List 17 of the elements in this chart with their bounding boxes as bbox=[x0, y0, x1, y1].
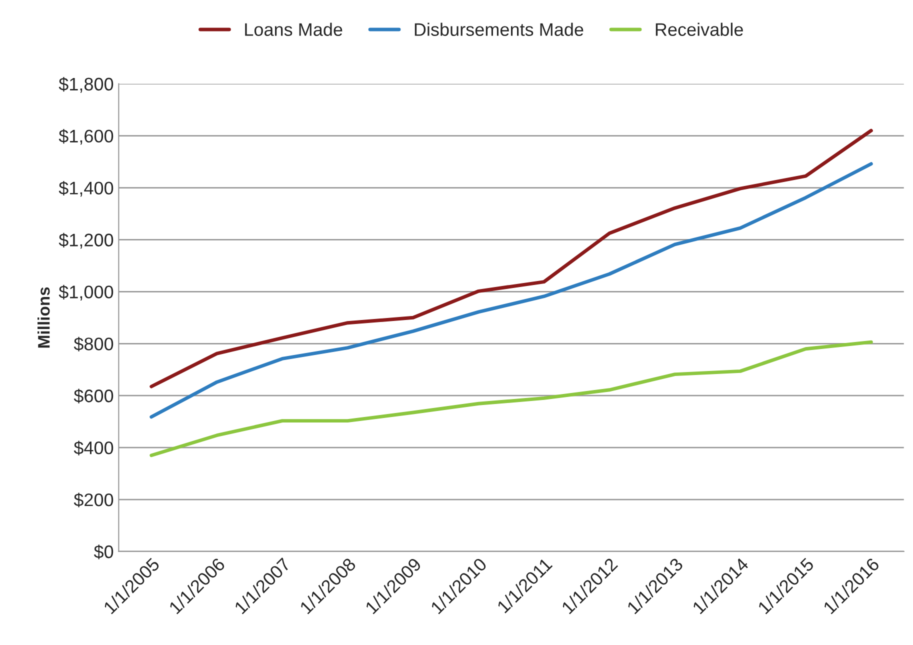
y-tick-label: $200 bbox=[74, 492, 114, 508]
legend-label: Loans Made bbox=[245, 22, 342, 36]
legend-label: Receivable bbox=[656, 22, 743, 36]
y-tick-label: $1,000 bbox=[58, 284, 114, 301]
y-tick-label: $1,400 bbox=[58, 180, 114, 197]
y-tick-label: $1,800 bbox=[58, 77, 114, 93]
line-series bbox=[150, 128, 873, 388]
y-tick-label: $1,200 bbox=[58, 232, 114, 249]
line-series bbox=[150, 162, 873, 419]
line-series bbox=[150, 340, 873, 458]
y-tick-label: $800 bbox=[74, 336, 114, 352]
y-tick-label: $0 bbox=[94, 544, 114, 560]
y-tick-label: $600 bbox=[74, 388, 114, 404]
y-tick-label: $400 bbox=[74, 440, 114, 456]
y-axis-title: Millions bbox=[38, 287, 50, 348]
y-tick-label: $1,600 bbox=[58, 128, 114, 145]
legend-label: Disbursements Made bbox=[414, 22, 584, 36]
